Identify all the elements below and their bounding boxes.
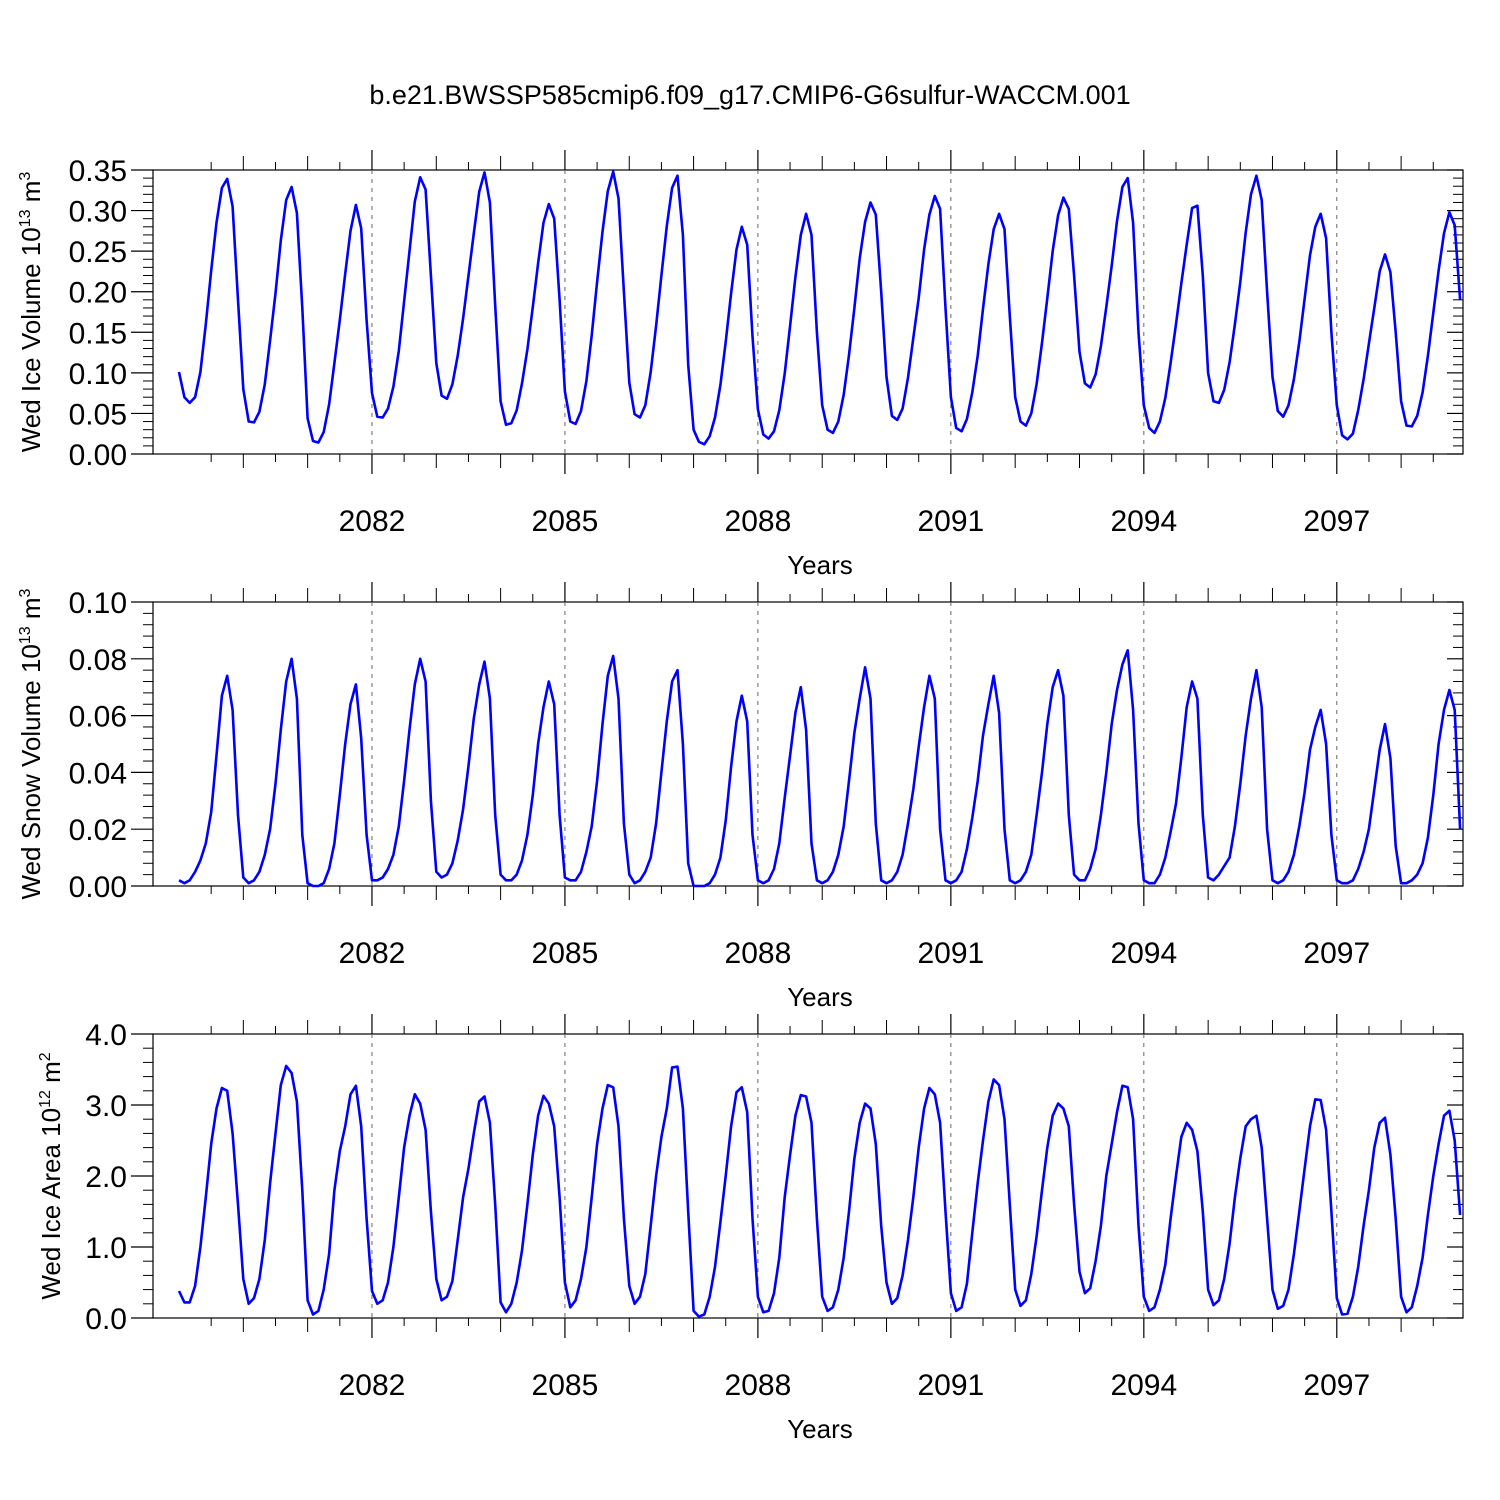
chart-2-ytick-label-0: 0.0 [85, 1303, 127, 1336]
chart-0-ytick-label-2: 0.10 [69, 358, 127, 391]
chart-2-xtick-label-2: 2088 [725, 1369, 792, 1402]
chart-0-xtick-label-3: 2091 [917, 505, 984, 538]
chart-2-series-line-0 [177, 1064, 1462, 1318]
chart-0-ylabel: Wed Ice Volume 1013 m3 [16, 172, 46, 453]
chart-1-xtick-label-0: 2082 [339, 937, 406, 970]
page-title: b.e21.BWSSP585cmip6.f09_g17.CMIP6-G6sulf… [369, 80, 1131, 110]
chart-2-ytick-label-2: 2.0 [85, 1161, 127, 1194]
chart-2-frame [152, 1033, 1464, 1319]
chart-2-ytick-label-4: 4.0 [85, 1019, 127, 1052]
chart-0-ytick-label-5: 0.25 [69, 236, 127, 269]
chart-2-xlabel: Years [787, 1414, 853, 1444]
chart-0-ytick-label-3: 0.15 [69, 317, 127, 350]
chart-0-xtick-label-1: 2085 [532, 505, 599, 538]
panel-snow-volume: 2082 2085 2088 2091 2094 2097 0.00 0.02 0.04 0.06… [16, 582, 1464, 1012]
chart-1-series-line-0 [178, 648, 1462, 888]
chart-1-xtick-label-3: 2091 [917, 937, 984, 970]
chart-1-xtick-label-2: 2088 [725, 937, 792, 970]
chart-1-ytick-label-5: 0.10 [69, 587, 127, 620]
chart-0-xtick-label-5: 2097 [1303, 505, 1370, 538]
chart-2-ylabel: Wed Ice Area 1012 m2 [36, 1052, 66, 1299]
chart-1-xtick-label-4: 2094 [1110, 937, 1177, 970]
chart-1-ylabel: Wed Snow Volume 1013 m3 [16, 588, 46, 899]
chart-0-xtick-label-0: 2082 [339, 505, 406, 538]
chart-0-xlabel: Years [787, 550, 853, 580]
chart-2-xtick-label-4: 2094 [1110, 1369, 1177, 1402]
chart-1-ytick-label-4: 0.08 [69, 644, 127, 677]
chart-2-xtick-label-3: 2091 [917, 1369, 984, 1402]
chart-0-ytick-label-0: 0.00 [69, 439, 127, 472]
chart-0-xtick-label-4: 2094 [1110, 505, 1177, 538]
chart-2-xtick-label-5: 2097 [1303, 1369, 1370, 1402]
chart-0-ytick-label-4: 0.20 [69, 277, 127, 310]
chart-1-ytick-label-0: 0.00 [69, 871, 127, 904]
chart-0-ytick-label-1: 0.05 [69, 398, 127, 431]
panel-ice-volume: 2082 2085 2088 2091 2094 2097 0.00 0.05 0.10 0.15… [16, 150, 1464, 580]
chart-1-ytick-label-3: 0.06 [69, 701, 127, 734]
chart-0-frame [152, 169, 1464, 455]
chart-1-frame [152, 601, 1464, 887]
chart-1-xtick-label-1: 2085 [532, 937, 599, 970]
chart-1-xtick-label-5: 2097 [1303, 937, 1370, 970]
chart-2-xtick-label-1: 2085 [532, 1369, 599, 1402]
chart-0-ytick-label-7: 0.35 [69, 155, 127, 188]
chart-2-ytick-label-1: 1.0 [85, 1232, 127, 1265]
chart-1-xlabel: Years [787, 982, 853, 1012]
chart-0-xtick-label-2: 2088 [725, 505, 792, 538]
chart-2-ytick-label-3: 3.0 [85, 1090, 127, 1123]
chart-1-ytick-label-1: 0.02 [69, 814, 127, 847]
chart-2-xtick-label-0: 2082 [339, 1369, 406, 1402]
chart-0-series-line-0 [177, 170, 1462, 446]
panel-ice-area: 2082 2085 2088 2091 2094 2097 0.0 1.0 2.0 3.0 4.0 Y… [36, 1014, 1464, 1444]
chart-1-ytick-label-2: 0.04 [69, 757, 127, 790]
chart-0-ytick-label-6: 0.30 [69, 196, 127, 229]
